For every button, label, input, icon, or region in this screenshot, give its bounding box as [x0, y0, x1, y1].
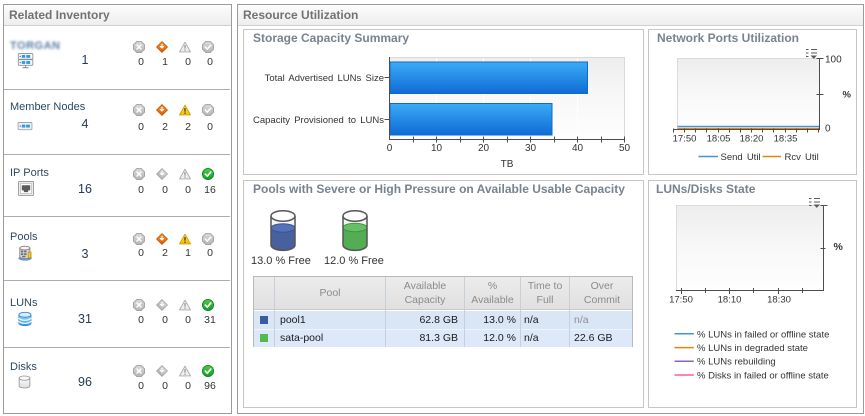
- svg-text:Total Advertised LUNs Size: Total Advertised LUNs Size: [265, 73, 384, 84]
- svg-text:40: 40: [572, 143, 584, 154]
- svg-text:TB: TB: [501, 159, 514, 170]
- svg-text:50: 50: [619, 143, 631, 154]
- svg-text:18:05: 18:05: [707, 134, 731, 145]
- svg-text:18:35: 18:35: [774, 134, 798, 145]
- svg-text:17:50: 17:50: [673, 134, 697, 145]
- svg-text:%: %: [834, 241, 844, 253]
- svg-text:10: 10: [431, 143, 443, 154]
- svg-text:17:50: 17:50: [669, 295, 693, 306]
- svg-text:0: 0: [825, 124, 831, 135]
- svg-text:Rcv Util: Rcv Util: [785, 152, 819, 163]
- svg-text:% LUNs in failed or offline st: % LUNs in failed or offline state: [697, 329, 829, 340]
- svg-text:20: 20: [478, 143, 490, 154]
- svg-text:18:30: 18:30: [767, 295, 791, 306]
- svg-text:100: 100: [825, 55, 842, 66]
- svg-text:% LUNs in degraded state: % LUNs in degraded state: [697, 343, 808, 354]
- svg-text:Capacity Provisioned to LUNs: Capacity Provisioned to LUNs: [253, 115, 384, 126]
- svg-text:% LUNs rebuilding: % LUNs rebuilding: [697, 357, 776, 368]
- svg-text:18:10: 18:10: [718, 295, 742, 306]
- svg-text:18:20: 18:20: [740, 134, 764, 145]
- svg-text:Send Util: Send Util: [721, 152, 761, 163]
- svg-text:0: 0: [387, 143, 393, 154]
- svg-text:% Disks in failed or offline s: % Disks in failed or offline state: [697, 371, 829, 382]
- svg-text:%: %: [843, 90, 852, 101]
- svg-text:30: 30: [525, 143, 537, 154]
